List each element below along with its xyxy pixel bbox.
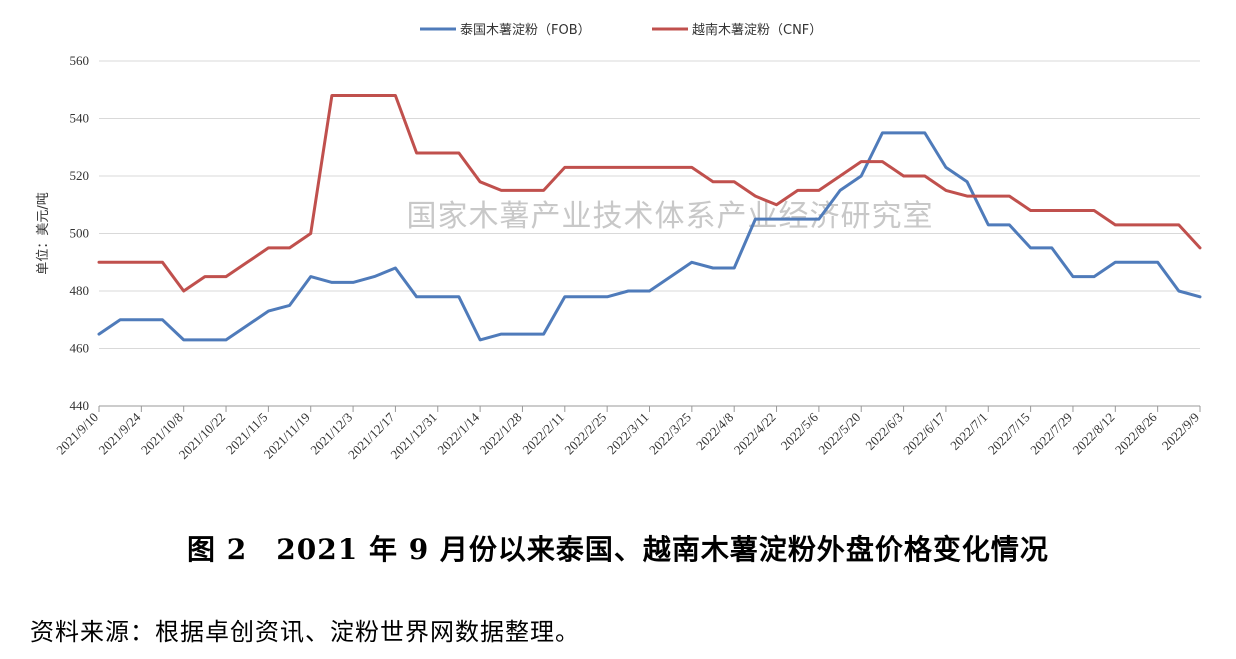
x-tick-label: 2021/11/19 [261,410,313,462]
y-tick-label: 460 [70,341,90,356]
source-note: 资料来源：根据卓创资讯、淀粉世界网数据整理。 [30,618,580,646]
y-axis-title: 单位：美元/吨 [36,192,51,274]
y-tick-label: 500 [70,226,90,241]
y-tick-label: 520 [70,168,90,183]
x-tick-label: 2021/9/10 [53,410,101,458]
line-chart: 440 460 480 500 520 540 560 2021/9/10 2021/9/24 2… [36,22,1202,462]
x-tick-label: 2022/1/28 [477,410,525,458]
legend-label: 越南木薯淀粉（CNF） [692,22,822,38]
legend-label: 泰国木薯淀粉（FOB） [460,23,591,38]
x-tick-label: 2022/7/15 [985,410,1033,458]
figure-caption: 图 2 2021 年 9 月份以来泰国、越南木薯淀粉外盘价格变化情况 [187,533,1049,566]
x-tick-label: 2022/2/25 [561,410,609,458]
x-tick-label: 2021/12/31 [387,410,439,462]
x-tick-label: 2022/2/11 [519,410,567,458]
x-tick-label: 2022/1/14 [434,409,482,457]
x-tick-label: 2022/4/8 [693,410,736,453]
x-tick-label: 2021/10/22 [176,410,228,462]
watermark-text: 国家木薯产业技术体系产业经济研究室 [407,199,934,234]
x-tick-label: 2022/8/26 [1112,409,1160,457]
y-tick-label: 560 [70,53,90,68]
x-tick-label: 2022/6/17 [900,409,948,457]
x-tick-label: 2021/9/24 [96,409,144,457]
x-tick-label: 2022/5/20 [815,410,863,458]
x-tick-label: 2022/7/29 [1027,410,1075,458]
x-tick-label: 2022/9/9 [1159,410,1202,453]
x-tick-label: 2022/6/3 [862,410,905,453]
x-tick-label: 2022/3/11 [604,410,652,458]
series-line-thailand-fob [97,131,1202,342]
y-tick-label: 440 [70,398,90,413]
y-tick-label: 540 [70,111,90,126]
y-tick-label: 480 [70,283,90,298]
x-tick-label: 2022/3/25 [646,410,694,458]
x-tick-label: 2022/7/1 [947,410,990,453]
x-tick-label: 2022/4/22 [731,410,779,458]
series-line-vietnam-cnf [97,94,1202,293]
x-tick-label: 2022/8/12 [1070,410,1118,458]
